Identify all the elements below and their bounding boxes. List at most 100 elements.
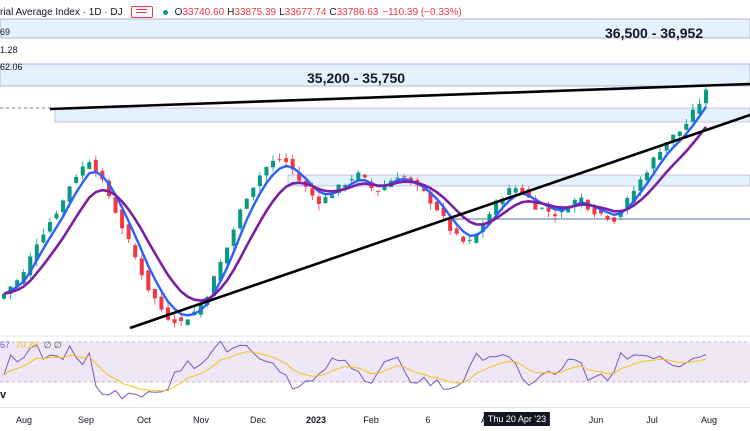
market-status-icon xyxy=(162,9,168,15)
candle-body xyxy=(507,188,512,195)
high-label: H xyxy=(227,6,235,18)
zone-lower xyxy=(0,63,750,87)
candle-body xyxy=(480,224,485,232)
candle-body xyxy=(690,109,695,122)
candle-body xyxy=(566,209,571,213)
candle-body xyxy=(572,199,577,207)
candles-group xyxy=(2,87,708,328)
candle-body xyxy=(15,280,20,287)
candle-body xyxy=(21,272,26,284)
candle-body xyxy=(448,218,453,231)
candle-body xyxy=(211,276,216,297)
rsi-ma-line xyxy=(3,351,707,392)
candle-body xyxy=(513,188,518,193)
tick-dec: Dec xyxy=(249,415,267,425)
candle-body xyxy=(270,160,275,168)
candle-body xyxy=(526,189,531,198)
candle-body xyxy=(330,195,335,199)
price-chart[interactable] xyxy=(0,0,750,407)
candle-body xyxy=(533,198,538,210)
ema-slow-line xyxy=(3,126,708,302)
candle-body xyxy=(395,177,400,179)
candle-body xyxy=(139,258,144,276)
high-value: 33875.39 xyxy=(234,6,277,18)
candle-body xyxy=(113,197,118,213)
candle-body xyxy=(644,172,649,181)
rsi-band xyxy=(0,342,750,382)
rsi-ma-value: 70.20 xyxy=(15,340,39,350)
candle-body xyxy=(539,207,544,209)
candle-body xyxy=(323,197,328,203)
side-value-c: 62.06 xyxy=(0,62,23,72)
trendline-upper xyxy=(49,82,750,111)
candle-body xyxy=(41,234,46,243)
candle-body xyxy=(677,131,682,136)
candle-body xyxy=(80,166,85,176)
candle-body xyxy=(454,228,459,234)
candle-body xyxy=(133,245,138,258)
candle-body xyxy=(382,185,387,191)
candle-body xyxy=(336,184,341,193)
rsi-extra: ∅ ∅ xyxy=(43,340,62,350)
candle-body xyxy=(441,207,446,216)
candle-body xyxy=(671,134,676,143)
candle-body xyxy=(605,215,610,220)
candle-body xyxy=(375,190,380,192)
candle-body xyxy=(684,123,689,130)
symbol-title[interactable]: rial Average Index · 1D · DJ xyxy=(0,6,123,18)
rsi-header: 67 70.20 ∅ ∅ xyxy=(0,340,62,351)
candle-body xyxy=(218,261,223,281)
candle-body xyxy=(356,172,361,180)
chart-header: rial Average Index · 1D · DJ O 33740.60 H… xyxy=(0,3,462,21)
zone-support xyxy=(287,174,750,187)
candle-body xyxy=(251,187,256,197)
candle-body xyxy=(185,319,190,326)
candle-body xyxy=(284,158,289,163)
candle-body xyxy=(172,319,177,324)
low-value: 33677.74 xyxy=(284,6,327,18)
candle-body xyxy=(651,157,656,169)
candle-body xyxy=(310,188,315,196)
candle-body xyxy=(421,188,426,191)
tick-6: 6 xyxy=(425,415,431,425)
candle-body xyxy=(120,209,125,229)
candle-body xyxy=(146,270,151,291)
candle-body xyxy=(487,214,492,222)
candle-body xyxy=(257,175,262,187)
flag-icon[interactable] xyxy=(130,6,153,18)
candle-body xyxy=(579,197,584,204)
candle-body xyxy=(546,207,551,212)
candle-body xyxy=(402,176,407,178)
candle-body xyxy=(553,214,558,217)
bottom-left-label: v xyxy=(0,389,7,401)
candle-body xyxy=(625,198,630,211)
candle-body xyxy=(494,200,499,215)
tick-aug-2: Aug xyxy=(700,415,718,425)
candle-body xyxy=(664,142,669,151)
candle-body xyxy=(231,229,236,246)
candle-body xyxy=(631,190,636,203)
open-value: 33740.60 xyxy=(182,6,225,18)
candle-body xyxy=(264,167,269,176)
candle-body xyxy=(238,209,243,229)
time-axis[interactable]: Aug Sep Oct Nov Dec 2023 Feb 6 A Thu 20 … xyxy=(0,407,750,431)
candle-body xyxy=(277,159,282,161)
candle-body xyxy=(704,89,708,104)
candle-body xyxy=(34,244,39,261)
tick-feb: Feb xyxy=(363,415,379,425)
close-label: C xyxy=(329,6,337,18)
candle-body xyxy=(74,176,79,183)
crosshair-date-label: Thu 20 Apr '23 xyxy=(483,412,551,426)
zone-mid xyxy=(54,107,750,123)
candle-body xyxy=(362,174,367,178)
rsi-value: 67 xyxy=(0,340,11,350)
tick-jun: Jun xyxy=(588,415,604,425)
candle-body xyxy=(474,233,479,243)
tick-2023: 2023 xyxy=(305,415,327,425)
candle-body xyxy=(159,296,164,310)
zone-upper-label: 36,500 - 36,952 xyxy=(605,25,704,41)
side-value-a: 69 xyxy=(0,27,11,37)
open-label: O xyxy=(174,6,183,18)
candle-body xyxy=(658,152,663,160)
candle-body xyxy=(428,191,433,204)
